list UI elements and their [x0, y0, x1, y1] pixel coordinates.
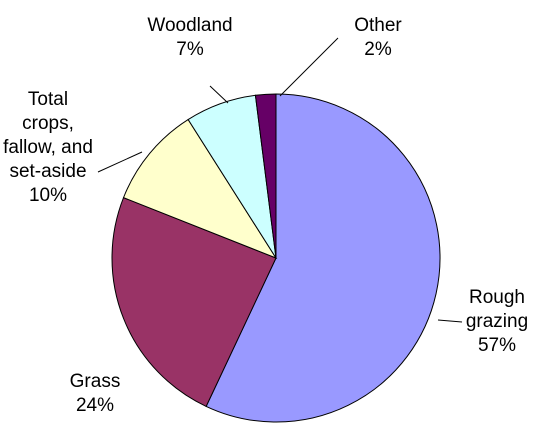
leader-line [209, 85, 229, 104]
slice-label: Other 2% [330, 14, 426, 62]
slice-label: Total crops, fallow, and set-aside 10% [0, 88, 96, 208]
pie-slice [254, 93, 277, 259]
pie-slice [111, 196, 277, 408]
leader-line [437, 319, 463, 323]
slice-label: Grass 24% [40, 370, 150, 418]
category-label: Woodland [147, 15, 233, 36]
pie-slice [205, 93, 441, 423]
category-label: Rough grazing [465, 287, 529, 332]
leader-line [279, 37, 339, 97]
value-label: 7% [176, 39, 204, 60]
leader-line [97, 151, 143, 173]
leader-lines [97, 37, 463, 323]
category-label: Other [354, 15, 402, 36]
slice-label: Woodland 7% [130, 14, 250, 62]
value-label: 2% [364, 39, 392, 60]
category-label: Grass [69, 371, 121, 392]
category-label: Total crops, fallow, and set-aside [3, 89, 93, 182]
value-label: 57% [477, 335, 517, 356]
slice-label: Rough grazing 57% [442, 286, 546, 358]
value-label: 10% [28, 185, 68, 206]
pie-slice [122, 118, 278, 260]
value-label: 24% [75, 395, 115, 416]
